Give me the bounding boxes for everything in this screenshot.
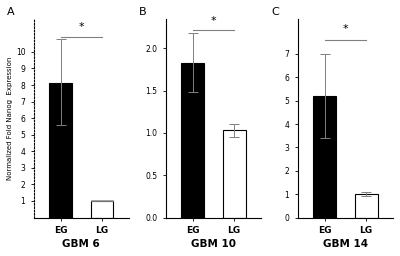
X-axis label: GBM 14: GBM 14 xyxy=(323,239,368,249)
Bar xyxy=(355,194,378,218)
Text: *: * xyxy=(78,22,84,32)
Text: B: B xyxy=(139,7,147,17)
Bar xyxy=(313,96,336,218)
Text: *: * xyxy=(342,24,348,34)
Text: C: C xyxy=(271,7,279,17)
Text: *: * xyxy=(210,16,216,26)
X-axis label: GBM 6: GBM 6 xyxy=(62,239,100,249)
X-axis label: GBM 10: GBM 10 xyxy=(191,239,236,249)
Text: A: A xyxy=(7,7,15,17)
Bar xyxy=(181,63,204,218)
Bar xyxy=(49,83,72,218)
Bar xyxy=(91,201,114,218)
Y-axis label: Normalized Fold Nanog  Expression: Normalized Fold Nanog Expression xyxy=(7,57,13,180)
Bar xyxy=(223,130,246,218)
